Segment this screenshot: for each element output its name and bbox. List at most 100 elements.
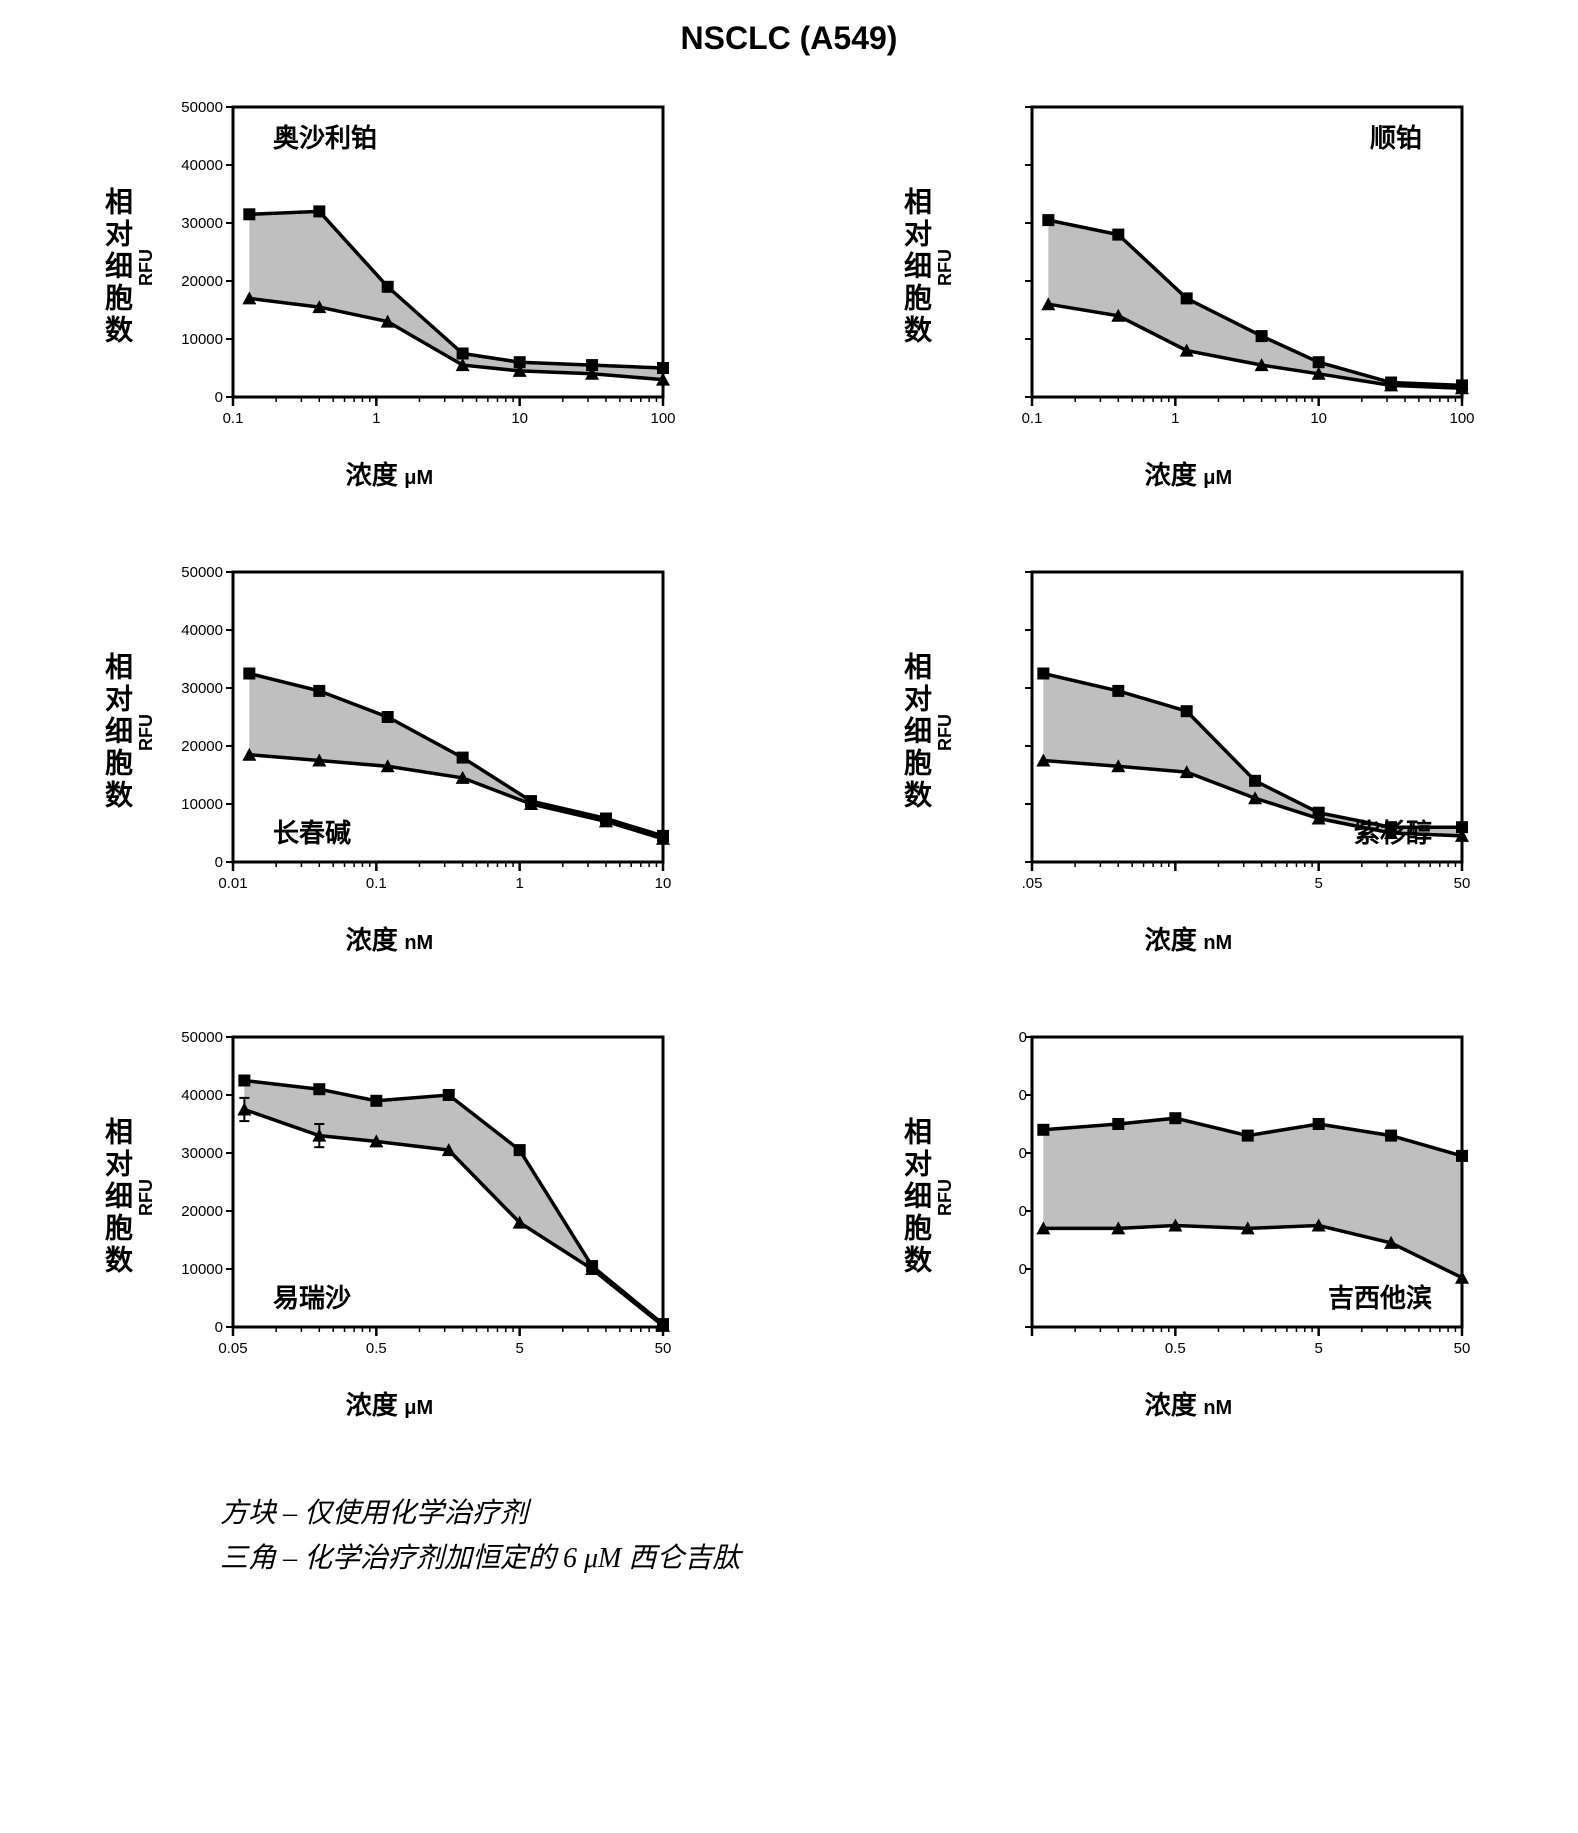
x-axis-label: 浓度 μM [1145,455,1232,492]
marker-square-icon [1385,1130,1397,1142]
marker-square-icon [313,1083,325,1095]
svg-text:40000: 40000 [181,1087,223,1104]
svg-text:0: 0 [215,1319,223,1336]
y-axis-label-cn: 相对细胞数 [96,187,136,347]
svg-text:5: 5 [1314,875,1322,892]
svg-text:0.01: 0.01 [218,875,247,892]
svg-text:20000: 20000 [181,1203,223,1220]
chart-panel-5: 相对细胞数RFUᴰ0ᴰ0ᴰ0ᴰ0ᴰ00.5550吉西他滨浓度 nM [839,1017,1538,1422]
drug-label: 吉西他滨 [1328,1283,1432,1313]
svg-text:10: 10 [511,410,528,427]
marker-square-icon [1037,1124,1049,1136]
marker-square-icon [657,362,669,374]
series-fill [249,211,663,379]
marker-square-icon [382,711,394,723]
y-axis-label-cn: 相对细胞数 [96,1117,136,1277]
svg-text:1: 1 [515,875,523,892]
marker-square-icon [1181,705,1193,717]
marker-square-icon [1313,356,1325,368]
svg-text:10000: 10000 [181,1261,223,1278]
svg-text:0.05: 0.05 [218,1340,247,1357]
marker-square-icon [1037,668,1049,680]
series-fill [1043,674,1462,836]
svg-text:0: 0 [215,389,223,406]
svg-text:10000: 10000 [181,796,223,813]
svg-text:30000: 30000 [181,215,223,232]
marker-square-icon [514,1144,526,1156]
svg-text:.05: .05 [1022,875,1043,892]
marker-square-icon [1112,229,1124,241]
drug-label: 紫杉醇 [1354,818,1432,848]
marker-square-icon [457,348,469,360]
x-axis-label: 浓度 nM [1145,1385,1232,1422]
marker-square-icon [313,205,325,217]
svg-text:20000: 20000 [181,273,223,290]
chart-panel-2: 相对细胞数RFU010000200003000040000500000.010.… [40,552,739,957]
chart-svg: .05 5 50 紫杉醇 [962,552,1482,912]
marker-square-icon [1181,292,1193,304]
drug-label: 奥沙利铂 [273,123,377,153]
svg-text:0.1: 0.1 [223,410,244,427]
x-axis-label: 浓度 μM [346,455,433,492]
y-axis-label-en: RFU [136,1179,157,1216]
drug-label: 顺铂 [1370,124,1422,153]
svg-text:40000: 40000 [181,157,223,174]
svg-text:5: 5 [515,1340,523,1357]
marker-square-icon [1242,1130,1254,1142]
svg-text:10000: 10000 [181,331,223,348]
svg-text:50: 50 [1454,1340,1471,1357]
marker-square-icon [243,668,255,680]
svg-text:30000: 30000 [181,680,223,697]
svg-text:20000: 20000 [181,738,223,755]
svg-text:30000: 30000 [181,1145,223,1162]
marker-square-icon [1249,775,1261,787]
svg-text:0.1: 0.1 [366,875,387,892]
svg-text:0.5: 0.5 [1165,1340,1186,1357]
chart-svg: 0.1 1 10 100 顺铂 [962,87,1482,447]
svg-text:50000: 50000 [181,1029,223,1046]
y-axis-label-en: RFU [935,249,956,286]
marker-square-icon [1169,1112,1181,1124]
marker-square-icon [1256,330,1268,342]
svg-text:1: 1 [372,410,380,427]
marker-square-icon [443,1089,455,1101]
marker-square-icon [1112,685,1124,697]
legend-triangle: 三角 – 化学治疗剂加恒定的 6 μM 西仑吉肽 [220,1537,1538,1582]
series-fill [1043,1118,1462,1278]
marker-square-icon [1112,1118,1124,1130]
svg-text:50000: 50000 [181,99,223,116]
marker-square-icon [370,1095,382,1107]
svg-text:5: 5 [1314,1340,1322,1357]
y-axis-label-cn: 相对细胞数 [895,652,935,812]
marker-square-icon [382,281,394,293]
chart-svg: 010000200003000040000500000.050.5550易瑞沙 [163,1017,683,1377]
svg-text:0.5: 0.5 [366,1340,387,1357]
marker-square-icon [1313,1118,1325,1130]
svg-text:50: 50 [1454,875,1471,892]
y-axis-label-cn: 相对细胞数 [895,1117,935,1277]
drug-label: 易瑞沙 [273,1284,351,1313]
y-axis-label-en: RFU [935,1179,956,1216]
marker-square-icon [313,685,325,697]
svg-text:40000: 40000 [181,622,223,639]
chart-panel-4: 相对细胞数RFU 0 10000 20000 30000 40000 50000 0.05 0.… [40,1017,739,1422]
marker-square-icon [1456,1150,1468,1162]
x-axis-label: 浓度 μM [346,1385,433,1422]
chart-panel-3: 相对细胞数RFU .05 5 50 紫杉醇浓度 nM [839,552,1538,957]
page-title: NSCLC (A549) [40,20,1538,57]
x-axis-label: 浓度 nM [1145,920,1232,957]
svg-text:10: 10 [655,875,672,892]
drug-label: 长春碱 [273,819,351,848]
chart-panel-1: 相对细胞数RFU0.1110100顺铂浓度 μM [839,87,1538,492]
legend: 方块 – 仅使用化学治疗剂 三角 – 化学治疗剂加恒定的 6 μM 西仑吉肽 [220,1492,1538,1582]
svg-text:1: 1 [1171,410,1179,427]
y-axis-label-en: RFU [935,714,956,751]
svg-text:0.1: 0.1 [1022,410,1043,427]
legend-square: 方块 – 仅使用化学治疗剂 [220,1492,1538,1537]
svg-text:100: 100 [650,410,675,427]
svg-text:10: 10 [1310,410,1327,427]
y-axis-label-cn: 相对细胞数 [96,652,136,812]
svg-text:100: 100 [1449,410,1474,427]
y-axis-label-en: RFU [136,249,157,286]
chart-panel-0: 相对细胞数RFU 0 10000 20000 30000 40000 50000 0.1 1 10… [40,87,739,492]
